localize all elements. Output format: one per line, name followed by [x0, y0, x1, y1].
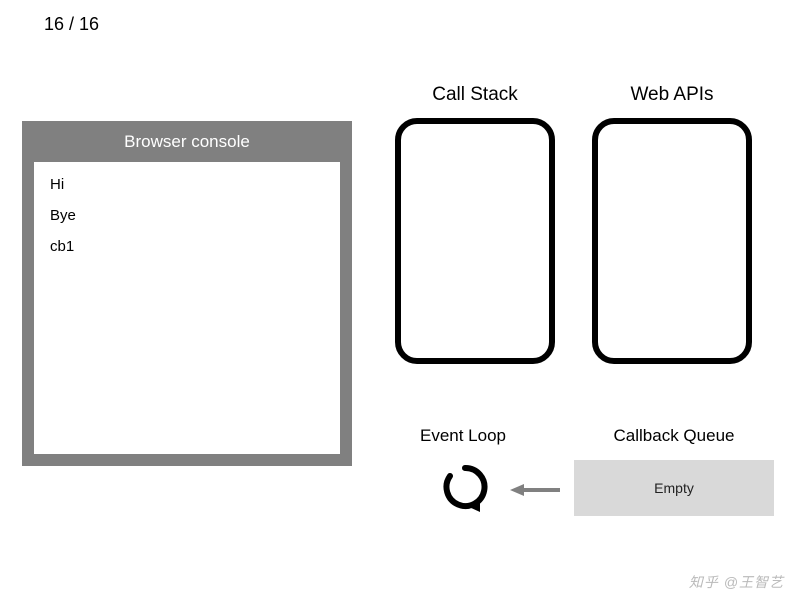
call-stack-box [395, 118, 555, 364]
call-stack-title: Call Stack [395, 84, 555, 106]
watermark-text: 知乎 @王智艺 [689, 572, 784, 592]
callback-queue-box: Empty [574, 460, 774, 516]
event-loop-title: Event Loop [378, 426, 548, 446]
browser-console-title: Browser console [34, 121, 340, 162]
browser-console-panel: Browser console Hi Bye cb1 [22, 121, 352, 466]
callback-queue-text: Empty [654, 480, 694, 496]
browser-console-body: Hi Bye cb1 [34, 162, 340, 454]
slide-counter: 16 / 16 [44, 14, 99, 35]
arrow-icon [510, 480, 560, 500]
callback-queue-title: Callback Queue [574, 426, 774, 446]
event-loop-icon [440, 462, 490, 512]
console-line: Hi [50, 176, 324, 193]
web-apis-box [592, 118, 752, 364]
web-apis-title: Web APIs [592, 84, 752, 106]
console-line: Bye [50, 207, 324, 224]
console-line: cb1 [50, 238, 324, 255]
